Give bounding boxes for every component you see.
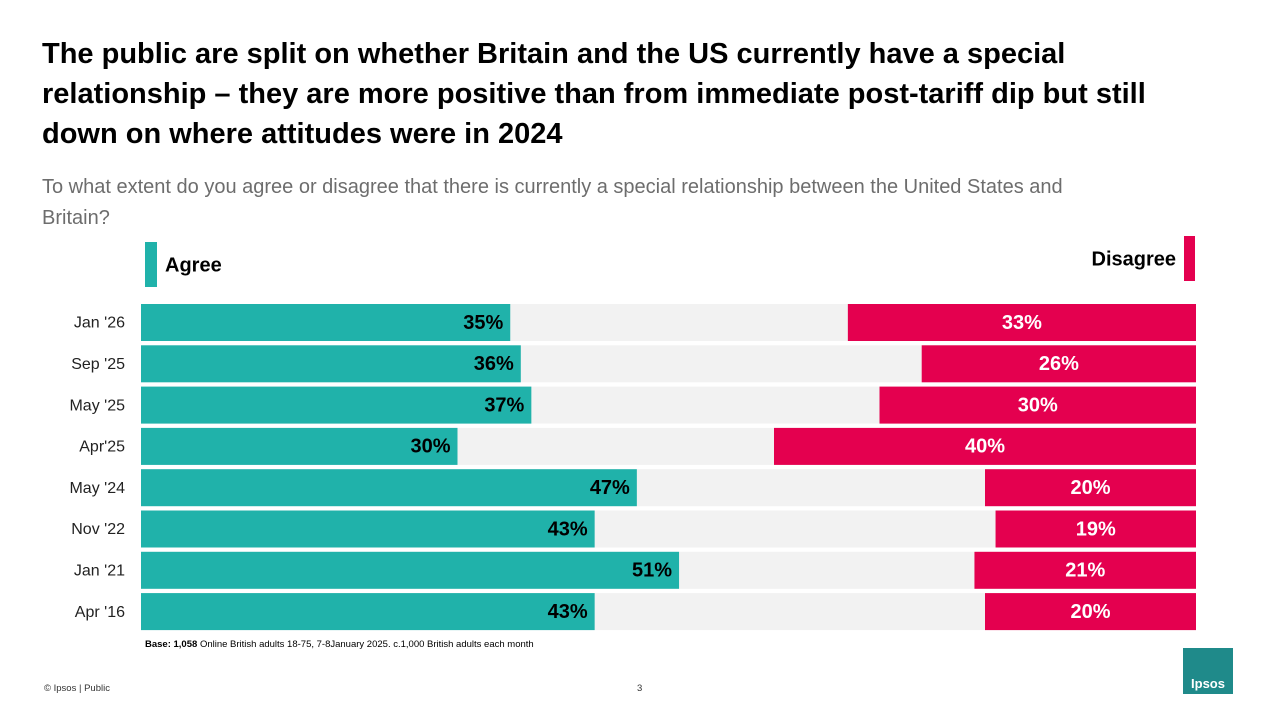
base-text: Online British adults 18-75, 7-8January … [199,639,534,650]
bar-agree [141,427,458,465]
value-label: 43% [548,518,588,540]
bar-disagree [985,593,1196,631]
bar-disagree [879,386,1196,424]
category-label: May '24 [69,480,125,497]
value-label: 43% [548,601,588,623]
bar-disagree [921,345,1196,383]
value-label: 19% [1076,518,1116,540]
bar-agree [141,551,680,589]
value-label: 37% [484,394,524,416]
legend-label: Disagree [1092,248,1177,270]
base-label: Base: 1,058 [145,639,198,650]
value-label: 35% [463,312,503,334]
value-label: 30% [1018,394,1058,416]
value-label: 51% [632,560,672,582]
base-note: Base: 1,058 Online British adults 18-75,… [145,639,534,650]
category-label: Nov '22 [71,521,125,538]
bar-agree [141,386,532,424]
category-label: Jan '21 [74,563,125,580]
page-number: 3 [637,683,643,694]
logo: Ipsos [1183,648,1233,694]
value-label: 20% [1070,601,1110,623]
value-label: 36% [474,353,514,375]
category-label: Apr'25 [79,439,125,456]
bar-agree [141,469,637,507]
category-label: Jan '26 [74,315,125,332]
category-label: Apr '16 [75,604,125,621]
legend-swatch [1184,236,1195,281]
chart-subtitle: To what extent do you agree or disagree … [42,176,1063,229]
bar-agree [141,593,595,631]
chart-title: The public are split on whether Britain … [42,38,1146,150]
value-label: 21% [1065,560,1105,582]
value-label: 47% [590,477,630,499]
value-label: 33% [1002,312,1042,334]
value-label: 30% [410,436,450,458]
category-label: Sep '25 [71,356,125,373]
bar-agree [141,304,511,341]
bar-disagree [774,427,1196,465]
category-label: May '25 [69,397,125,414]
bar-disagree [974,551,1196,589]
bar-agree [141,345,521,383]
bar-agree [141,510,595,548]
value-label: 40% [965,436,1005,458]
bar-disagree [985,469,1196,507]
legend-label: Agree [165,254,222,276]
copyright: © Ipsos | Public [44,683,110,694]
value-label: 26% [1039,353,1079,375]
bar-disagree [847,304,1196,341]
legend-swatch [145,242,157,287]
bar-disagree [995,510,1196,548]
value-label: 20% [1070,477,1110,499]
